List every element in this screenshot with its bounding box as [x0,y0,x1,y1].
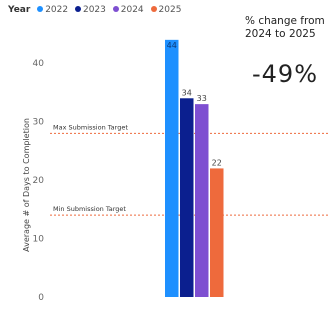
legend-label: 2024 [120,5,144,15]
data-label-2022: 44 [167,41,177,50]
legend-label: 2022 [45,5,69,15]
reference-lines: Max Submission Target Min Submission Targ… [50,123,329,216]
bar-2023[interactable] [180,98,194,298]
kpi-value: -49% [252,60,319,88]
legend-label: 2025 [158,5,182,15]
y-axis-title: Average # of Days to Completion [22,118,31,252]
reference-line-label: Max Submission Target [53,123,128,131]
y-tick-label: 10 [33,235,45,245]
reference-line-label: Min Submission Target [53,205,126,213]
data-labels: 44 34 33 22 [167,41,222,168]
y-axis-ticks: 0 10 20 30 40 [33,59,45,303]
data-label-2024: 33 [197,94,207,103]
legend-dot-icon [150,6,157,12]
y-tick-label: 20 [33,176,45,186]
legend-item-2025[interactable]: 2025 [150,5,182,15]
legend: Year 2022 2023 2024 2025 [8,5,185,15]
legend-item-2023[interactable]: 2023 [74,5,106,15]
legend-dot-icon [112,6,119,12]
legend-title: Year [8,5,31,15]
bars [165,39,224,298]
legend-label: 2023 [82,5,106,15]
legend-item-2022[interactable]: 2022 [37,5,68,15]
legend-dot-icon [74,6,81,12]
y-tick-label: 30 [33,118,45,128]
bar-2024[interactable] [195,104,209,297]
kpi-title: % change from 2024 to 2025 [245,15,325,40]
legend-dot-icon [37,6,44,12]
data-label-2025: 22 [212,158,222,167]
y-tick-label: 0 [38,293,44,303]
y-tick-label: 40 [33,59,45,69]
data-label-2023: 34 [182,88,192,97]
bar-2025[interactable] [210,168,224,297]
legend-item-2024[interactable]: 2024 [112,5,144,15]
bar-2022[interactable] [165,39,179,297]
